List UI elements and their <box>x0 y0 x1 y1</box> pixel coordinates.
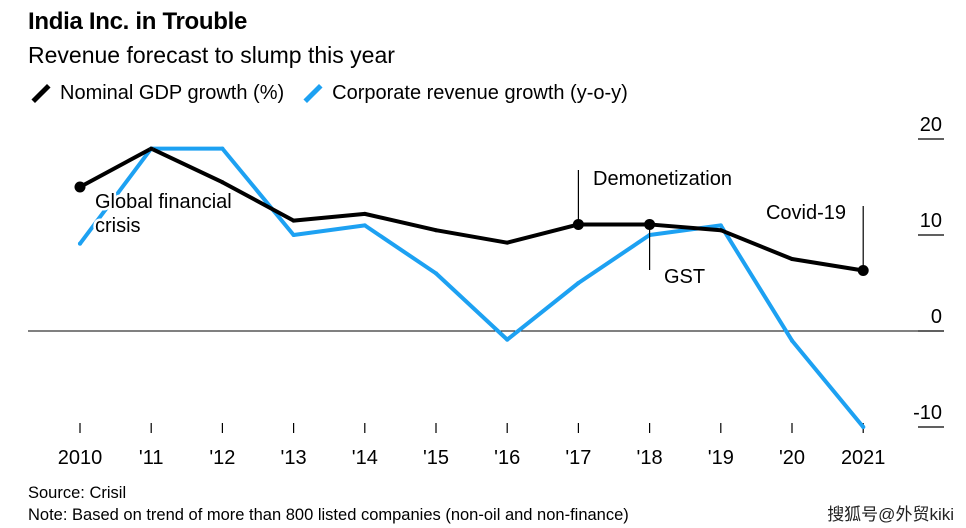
point-revenue <box>505 337 510 342</box>
x-tick-label: '16 <box>494 447 520 469</box>
annotation-gst: GST <box>664 266 705 288</box>
x-tick-label: '13 <box>281 447 307 469</box>
point-revenue <box>434 271 438 276</box>
chart-title: India Inc. in Trouble <box>28 8 248 35</box>
point-gdp <box>362 211 367 216</box>
x-tick-label: '20 <box>779 447 805 469</box>
point-gdp <box>149 146 154 151</box>
point-revenue <box>718 223 723 228</box>
y-tick-label: 10 <box>920 210 942 232</box>
series-line-revenue <box>78 146 866 429</box>
annotation-gfc-line2: crisis <box>95 215 141 237</box>
point-revenue <box>362 223 367 228</box>
y-tick-label: 20 <box>920 114 942 136</box>
x-tick-label: 2010 <box>58 447 103 469</box>
point-gdp <box>291 218 296 223</box>
x-tick-label: '14 <box>352 447 378 469</box>
x-tick-label: '11 <box>139 447 164 469</box>
x-tick-label: '12 <box>209 447 235 469</box>
annotation-covid: Covid-19 <box>766 202 846 224</box>
x-tick-label: '17 <box>565 447 591 469</box>
point-gdp <box>790 257 794 261</box>
y-tick-label: -10 <box>913 402 942 424</box>
x-tick-label: '19 <box>708 447 734 469</box>
annotation-gfc-line1: Global financial <box>95 191 232 213</box>
legend: Nominal GDP growth (%) Corporate revenue… <box>28 82 644 105</box>
x-tick-label: 2021 <box>841 447 886 469</box>
point-revenue <box>576 281 581 285</box>
x-tick-label: '18 <box>637 447 663 469</box>
source-block: Source: Crisil Note: Based on trend of m… <box>28 482 629 526</box>
chart-subtitle: Revenue forecast to slump this year <box>28 42 395 68</box>
point-gdp <box>718 228 723 233</box>
legend-item-revenue: Corporate revenue growth (y-o-y) <box>300 82 628 105</box>
annotation-marker <box>74 181 86 193</box>
point-gdp <box>434 228 438 233</box>
x-tick-label: '15 <box>423 447 449 469</box>
y-tick-label: 0 <box>931 306 942 328</box>
point-revenue <box>291 233 296 237</box>
point-revenue <box>861 425 866 429</box>
point-revenue <box>220 146 225 151</box>
watermark: 搜狐号@外贸kiki <box>827 505 954 524</box>
annotation-demonetization: Demonetization <box>593 168 732 190</box>
legend-item-gdp: Nominal GDP growth (%) <box>28 82 284 105</box>
point-gdp <box>505 240 510 245</box>
legend-label-revenue: Corporate revenue growth (y-o-y) <box>332 82 628 104</box>
note-text: Note: Based on trend of more than 800 li… <box>28 506 629 524</box>
legend-label-gdp: Nominal GDP growth (%) <box>60 82 285 104</box>
point-revenue <box>78 241 82 246</box>
point-gdp <box>220 180 225 185</box>
series-line-gdp <box>78 146 866 273</box>
point-revenue <box>790 338 794 343</box>
source-text: Source: Crisil <box>28 484 127 502</box>
